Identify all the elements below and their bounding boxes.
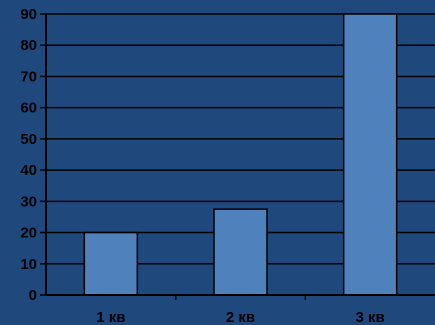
x-tick-label: 1 кв <box>96 309 125 325</box>
y-tick-label: 30 <box>20 193 37 210</box>
y-tick-labels: 0 10 20 30 40 50 60 70 80 90 <box>20 6 37 304</box>
axes <box>40 13 435 300</box>
y-tick-label: 80 <box>20 37 37 54</box>
x-tick-label: 2 кв <box>226 309 255 325</box>
y-tick-label: 10 <box>20 256 37 273</box>
y-tick-label: 60 <box>20 100 37 117</box>
bar-1 <box>83 231 139 296</box>
y-tick-label: 40 <box>20 162 37 179</box>
y-tick-label: 90 <box>20 6 37 23</box>
y-tick-label: 50 <box>20 131 37 148</box>
x-tick-labels: 1 кв 2 кв 3 кв <box>96 309 385 325</box>
x-tick-label: 3 кв <box>356 309 385 325</box>
y-tick-label: 0 <box>29 287 37 304</box>
bar-3 <box>342 13 398 296</box>
bars <box>83 13 398 296</box>
y-tick-label: 20 <box>20 225 37 242</box>
y-tick-label: 70 <box>20 68 37 85</box>
bar-2 <box>213 208 268 296</box>
